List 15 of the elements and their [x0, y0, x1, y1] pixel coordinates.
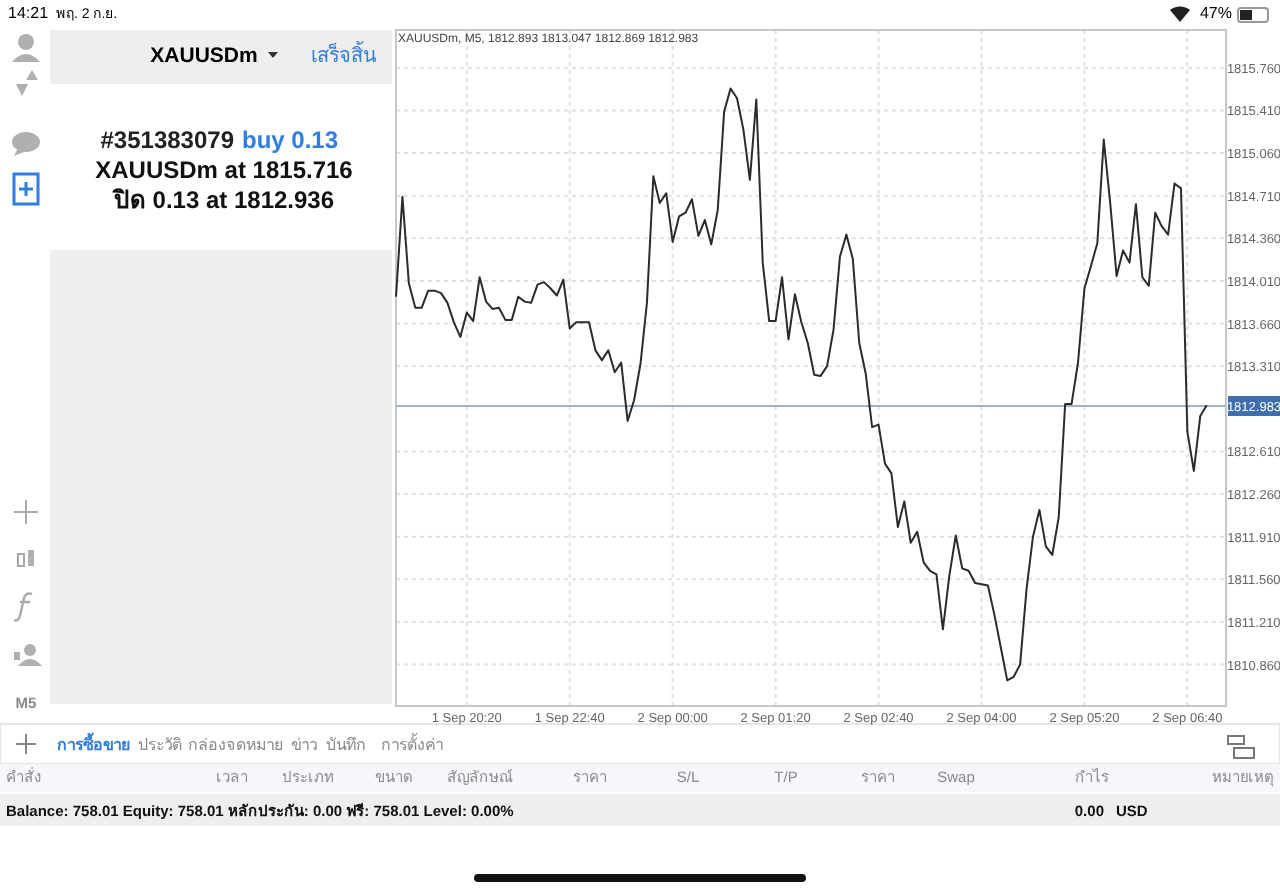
text: ปิด 0.13 at 1812.936	[111, 186, 335, 214]
text: กล่องจดหมาย	[188, 736, 284, 754]
text: 47%	[1199, 4, 1232, 22]
text: ประวัติ	[138, 736, 182, 754]
text: บันทึก	[326, 736, 366, 754]
text: การซื้อขาย	[57, 732, 131, 754]
text: buy 0.13	[242, 126, 339, 154]
line-series	[395, 87, 1208, 682]
text: #351383079	[100, 126, 235, 154]
text: เสร็จสิ้น	[311, 40, 377, 68]
text: 14:21	[8, 4, 50, 22]
text: XAUUSDm at 1815.716	[95, 156, 354, 184]
text: XAUUSDm	[150, 44, 258, 68]
text: การตั้งค่า	[381, 732, 443, 754]
text: ข่าว	[291, 736, 317, 754]
